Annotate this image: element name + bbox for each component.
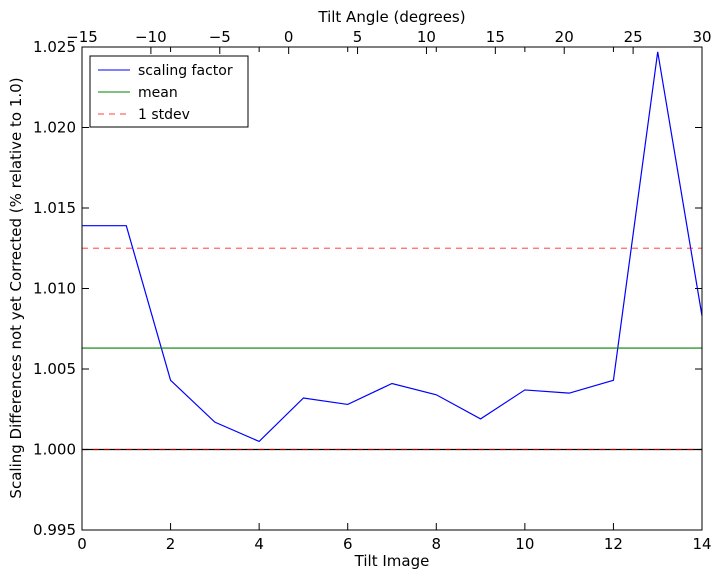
top-tick-label: 30	[692, 28, 711, 46]
top-tick-label: 10	[417, 28, 436, 46]
series-layer	[82, 51, 703, 451]
top-tick-label: −5	[209, 28, 231, 46]
x-tick-label: 10	[515, 535, 534, 553]
top-tick-label: 25	[624, 28, 643, 46]
top-tick-label: 20	[555, 28, 574, 46]
y-tick-label: 1.020	[33, 119, 76, 137]
legend: scaling factor mean 1 stdev	[89, 55, 249, 128]
legend-label-mean: mean	[138, 85, 178, 101]
x-tick-label: 4	[254, 535, 264, 553]
legend-label-1-stdev: 1 stdev	[138, 107, 190, 123]
tick-layer: 0 2 4 6 8 10 12 14 0.995 1.000 1.005 1.010 1.015 1.02…	[33, 28, 712, 553]
top-tick-label: 15	[486, 28, 505, 46]
series-scaling-factor	[82, 51, 703, 443]
x-tick-label: 14	[692, 535, 711, 553]
top-tick-label: −10	[135, 28, 167, 46]
x-tick-label: 8	[432, 535, 442, 553]
y-axis-title: Scaling Differences not yet Corrected (%…	[7, 77, 25, 498]
legend-label-scaling-factor: scaling factor	[138, 63, 233, 79]
y-tick-label: 1.000	[33, 441, 76, 459]
top-tick-label: 0	[284, 28, 294, 46]
y-tick-label: 1.025	[33, 38, 76, 56]
top-tick-label: −15	[66, 28, 98, 46]
y-tick-label: 1.015	[33, 199, 76, 217]
y-tick-label: 1.010	[33, 280, 76, 298]
x-tick-label: 0	[77, 535, 87, 553]
x-tick-label: 2	[166, 535, 176, 553]
x-tick-label: 6	[343, 535, 353, 553]
x-axis-title: Tilt Image	[354, 552, 430, 570]
x-tick-label: 12	[604, 535, 623, 553]
top-axis-title: Tilt Angle (degrees)	[317, 8, 465, 26]
top-tick-label: 5	[353, 28, 363, 46]
y-tick-label: 1.005	[33, 360, 76, 378]
y-tick-label: 0.995	[33, 521, 76, 539]
